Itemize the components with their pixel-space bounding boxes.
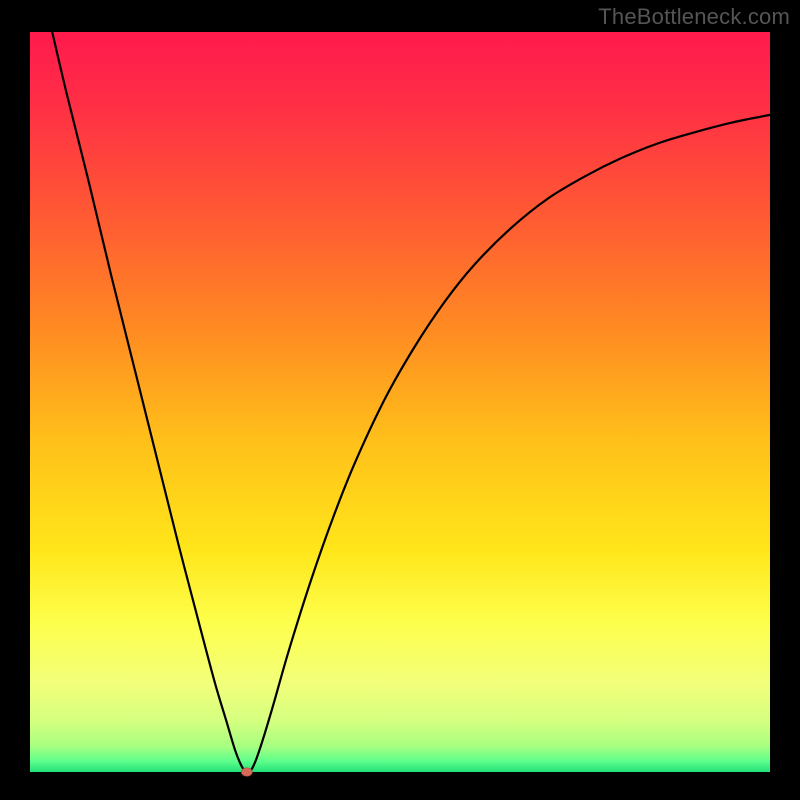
chart-container: { "watermark": { "text": "TheBottleneck.… (0, 0, 800, 800)
bottleneck-chart (0, 0, 800, 800)
min-point-marker (241, 768, 252, 776)
watermark-text: TheBottleneck.com (598, 4, 790, 30)
